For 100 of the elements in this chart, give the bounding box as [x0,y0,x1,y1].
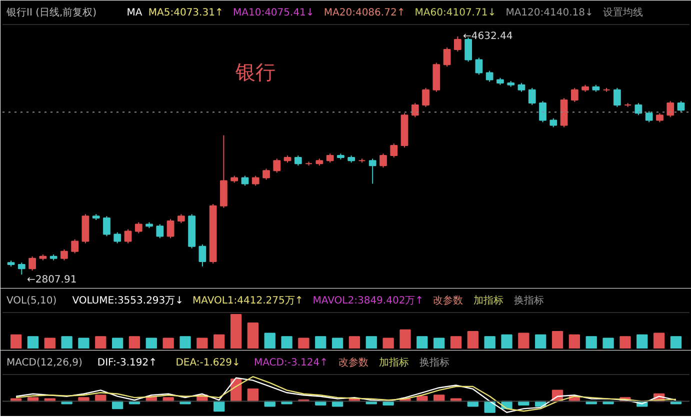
text: 银行 [234,60,276,84]
candlestick [380,153,387,168]
candlestick [613,87,621,108]
text: 加指标 [474,294,504,306]
chart-title: MACD(12,26,9) [6,358,83,368]
candlestick [71,238,79,254]
bar [230,314,242,348]
text: DIF:-3.192↑ [97,358,158,368]
candlestick [422,87,430,108]
candlestick [570,87,578,102]
bar [400,329,411,348]
candlestick [528,87,536,106]
bar [518,332,530,348]
candlestick [262,168,270,180]
candlestick [156,224,164,239]
candlestick [645,110,653,123]
candlestick [294,155,302,166]
bar [247,322,259,348]
bar [433,338,445,348]
bar [112,338,124,348]
bar [586,336,597,348]
candlestick [539,100,546,123]
candlestick [390,143,398,158]
candlestick [241,175,249,186]
candlestick [114,232,122,244]
text: MA10:4075.41↓ [233,8,314,18]
chart-title: VOL(5,10) [6,296,57,306]
text: 改参数 [433,294,464,306]
bar [247,388,259,402]
bar [128,336,140,348]
candlestick [103,216,110,237]
chart-title: 银行II (日线,前复权) [6,6,97,18]
candlestick [60,248,68,261]
bar [535,334,546,348]
text: 换指标 [514,294,544,306]
bar [484,336,496,348]
text: MACD:-3.124↑ [254,358,328,368]
candlestick [486,70,494,82]
bar [450,336,462,348]
candlestick [411,102,419,118]
bar [552,331,564,348]
text: MA60:4107.71↓ [414,8,496,18]
text: MA [126,8,142,18]
candlestick [677,100,685,113]
candlestick [454,36,462,52]
text: MA120:4140.18↓ [506,8,594,18]
bar [602,338,614,348]
bar [214,334,225,348]
bar [44,338,56,348]
bar [298,338,310,348]
bar [382,338,394,348]
candlestick [475,57,483,76]
bar [670,336,682,348]
bar [416,336,428,348]
bar [467,331,478,348]
text: 换指标 [420,356,450,368]
text: MAVOL1:4412.275万↑ [192,296,304,306]
text: MA5:4073.31↑ [148,8,224,18]
bar [78,338,90,348]
bar [568,334,580,348]
text: 改参数 [338,356,369,368]
text: DEA:-1.629↓ [176,358,240,368]
candlestick [326,153,334,164]
bar [501,334,512,348]
bar [95,336,106,348]
bar [332,338,344,348]
text: 加指标 [379,356,410,368]
candlestick [634,102,642,116]
annotation: ←2807.91 [26,274,77,286]
bar [433,394,445,402]
candlestick [28,256,36,272]
bar [10,334,22,348]
annotation: ←4632.44 [462,30,513,42]
text: MA20:4086.72↑ [324,8,406,18]
candlestick [656,112,664,123]
bar [620,336,631,348]
bar [95,394,106,402]
text: VOLUME:3553.293万↓ [72,296,184,306]
bar [61,336,72,348]
bar [27,336,39,348]
bar [348,336,360,348]
candlestick [198,244,206,267]
text: 设置均线 [602,6,643,18]
bar [653,332,665,348]
candlestick [273,158,281,174]
bar [180,336,191,348]
bar [146,338,157,348]
candlestick [166,218,174,239]
bar [281,336,292,348]
candlestick [443,47,451,68]
bar [196,338,208,348]
bar [366,336,377,348]
candlestick [18,262,26,276]
bar [636,334,648,348]
text: MAVOL2:3849.402万↑ [312,296,424,306]
candlestick [368,158,376,184]
candlestick [666,100,674,118]
bar [162,338,174,348]
candlestick [124,228,132,244]
candlestick [252,175,260,186]
